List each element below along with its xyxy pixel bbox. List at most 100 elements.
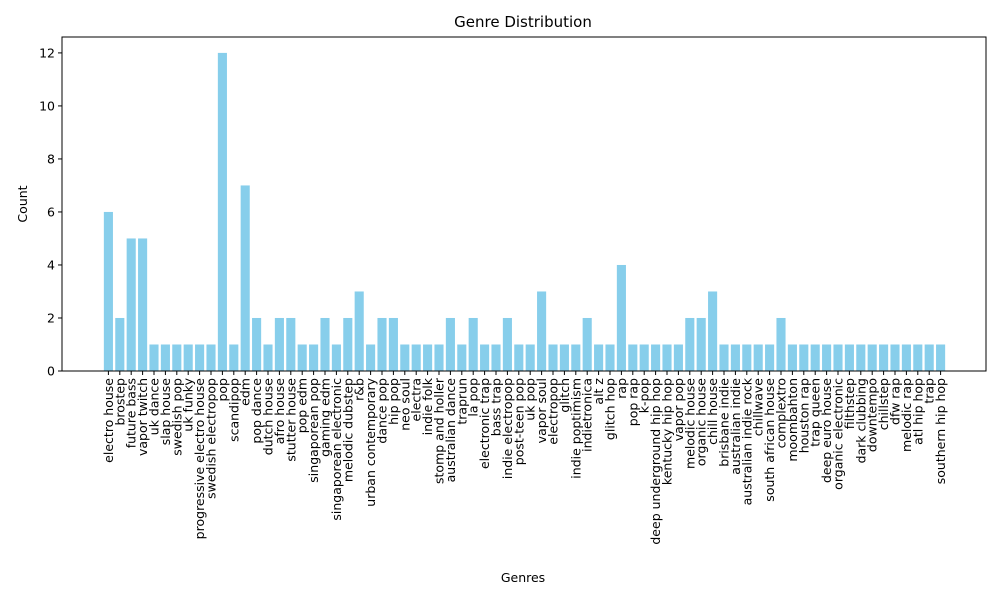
x-tick-label: chill house [705, 378, 720, 445]
x-tick-label: scandipop [226, 378, 241, 442]
bar-59 [776, 317, 786, 371]
x-tick-label: vapor soul [534, 378, 549, 443]
x-tick-label: electra [409, 378, 424, 421]
y-axis: 0 2 4 6 8 10 12 [39, 45, 62, 379]
bars-group [103, 52, 946, 372]
bar-62 [810, 344, 820, 371]
bar-13 [252, 317, 262, 371]
y-tick-label: 12 [39, 45, 55, 60]
x-tick-label: melodic rap [899, 378, 914, 452]
x-tick-label: pop [215, 378, 230, 402]
bar-18 [309, 344, 319, 371]
bar-19 [320, 317, 330, 371]
bar-21 [343, 317, 353, 371]
bar-28 [423, 344, 433, 371]
y-tick-label: 4 [47, 257, 55, 272]
bar-0 [103, 211, 113, 371]
bar-57 [753, 344, 763, 371]
x-tick-label: electro house [101, 378, 116, 463]
bar-4 [149, 344, 159, 371]
x-tick-label: organic house [694, 378, 709, 466]
bar-39 [548, 344, 558, 371]
x-tick-label: chillstep [876, 378, 891, 430]
x-tick-label: post-teen pop [511, 378, 526, 465]
bar-66 [856, 344, 866, 371]
bar-65 [844, 344, 854, 371]
y-tick-label: 10 [39, 98, 55, 113]
bar-34 [491, 344, 501, 371]
x-tick-label: progressive electro house [192, 378, 207, 540]
x-tick-label: australian dance [443, 378, 458, 483]
bar-26 [400, 344, 410, 371]
x-tick-label: dfw rap [888, 378, 903, 425]
x-tick-label: swedish pop [169, 378, 184, 456]
bar-71 [913, 344, 923, 371]
x-tick-label: singaporean pop [306, 378, 321, 483]
x-tick-label: australian indie [728, 378, 743, 475]
bar-45 [616, 264, 626, 371]
bar-68 [879, 344, 889, 371]
bar-58 [765, 344, 775, 371]
bar-40 [559, 344, 569, 371]
bar-41 [571, 344, 581, 371]
x-tick-label: vapor pop [671, 378, 686, 441]
x-tick-label: traprun [454, 378, 469, 425]
x-tick-label: south african house [762, 378, 777, 502]
bar-70 [901, 344, 911, 371]
bar-20 [331, 344, 341, 371]
bar-12 [240, 185, 250, 371]
y-tick-label: 2 [47, 310, 55, 325]
bar-51 [685, 317, 695, 371]
x-tick-label: downtempo [865, 378, 880, 452]
x-tick-label: r&b [352, 378, 367, 401]
x-tick-label: complextro [774, 378, 789, 448]
x-tick-label: trap queen [808, 378, 823, 447]
x-tick-label: slap house [158, 378, 173, 446]
bar-9 [206, 344, 216, 371]
x-tick-label: uk pop [523, 378, 538, 421]
y-axis-title: Count [15, 185, 30, 222]
bar-60 [787, 344, 797, 371]
bar-30 [445, 317, 455, 371]
x-tick-label: swedish electropop [204, 378, 219, 499]
bar-36 [514, 344, 524, 371]
x-tick-label: alt z [591, 378, 606, 405]
bar-29 [434, 344, 444, 371]
bar-48 [651, 344, 661, 371]
bar-3 [138, 238, 148, 371]
bar-38 [537, 291, 547, 371]
bar-43 [594, 344, 604, 371]
bar-6 [172, 344, 182, 371]
bar-53 [708, 291, 718, 371]
x-tick-label: afro house [272, 378, 287, 445]
x-tick-label: melodic dubstep [340, 378, 355, 482]
x-tick-label: glitch hop [603, 378, 618, 440]
bar-69 [890, 344, 900, 371]
bar-31 [457, 344, 467, 371]
x-tick-label: kentucky hip hop [660, 378, 675, 485]
x-tick-label: dance pop [375, 378, 390, 444]
bar-33 [480, 344, 490, 371]
x-tick-label: glitch [557, 378, 572, 413]
x-tick-label: k-pop [637, 378, 652, 413]
bar-44 [605, 344, 615, 371]
x-tick-label: filthstep [842, 378, 857, 429]
x-tick-label: pop dance [249, 378, 264, 444]
bar-23 [366, 344, 376, 371]
x-tick-label: pop edm [295, 378, 310, 433]
x-tick-label: trap [922, 378, 937, 404]
plot-frame [61, 36, 987, 372]
x-tick-label: stomp and holler [432, 377, 447, 484]
x-tick-label: edm [238, 378, 253, 406]
x-tick-label: gaming edm [318, 378, 333, 457]
bar-67 [867, 344, 877, 371]
bar-10 [217, 52, 227, 372]
bar-73 [936, 344, 946, 371]
bar-2 [126, 238, 136, 371]
x-tick-label: electropop [546, 378, 561, 445]
x-tick-label: melodic house [682, 378, 697, 469]
x-tick-label: rap [614, 378, 629, 399]
x-tick-label: brisbane indie [717, 378, 732, 467]
bar-17 [297, 344, 307, 371]
bar-5 [160, 344, 170, 371]
